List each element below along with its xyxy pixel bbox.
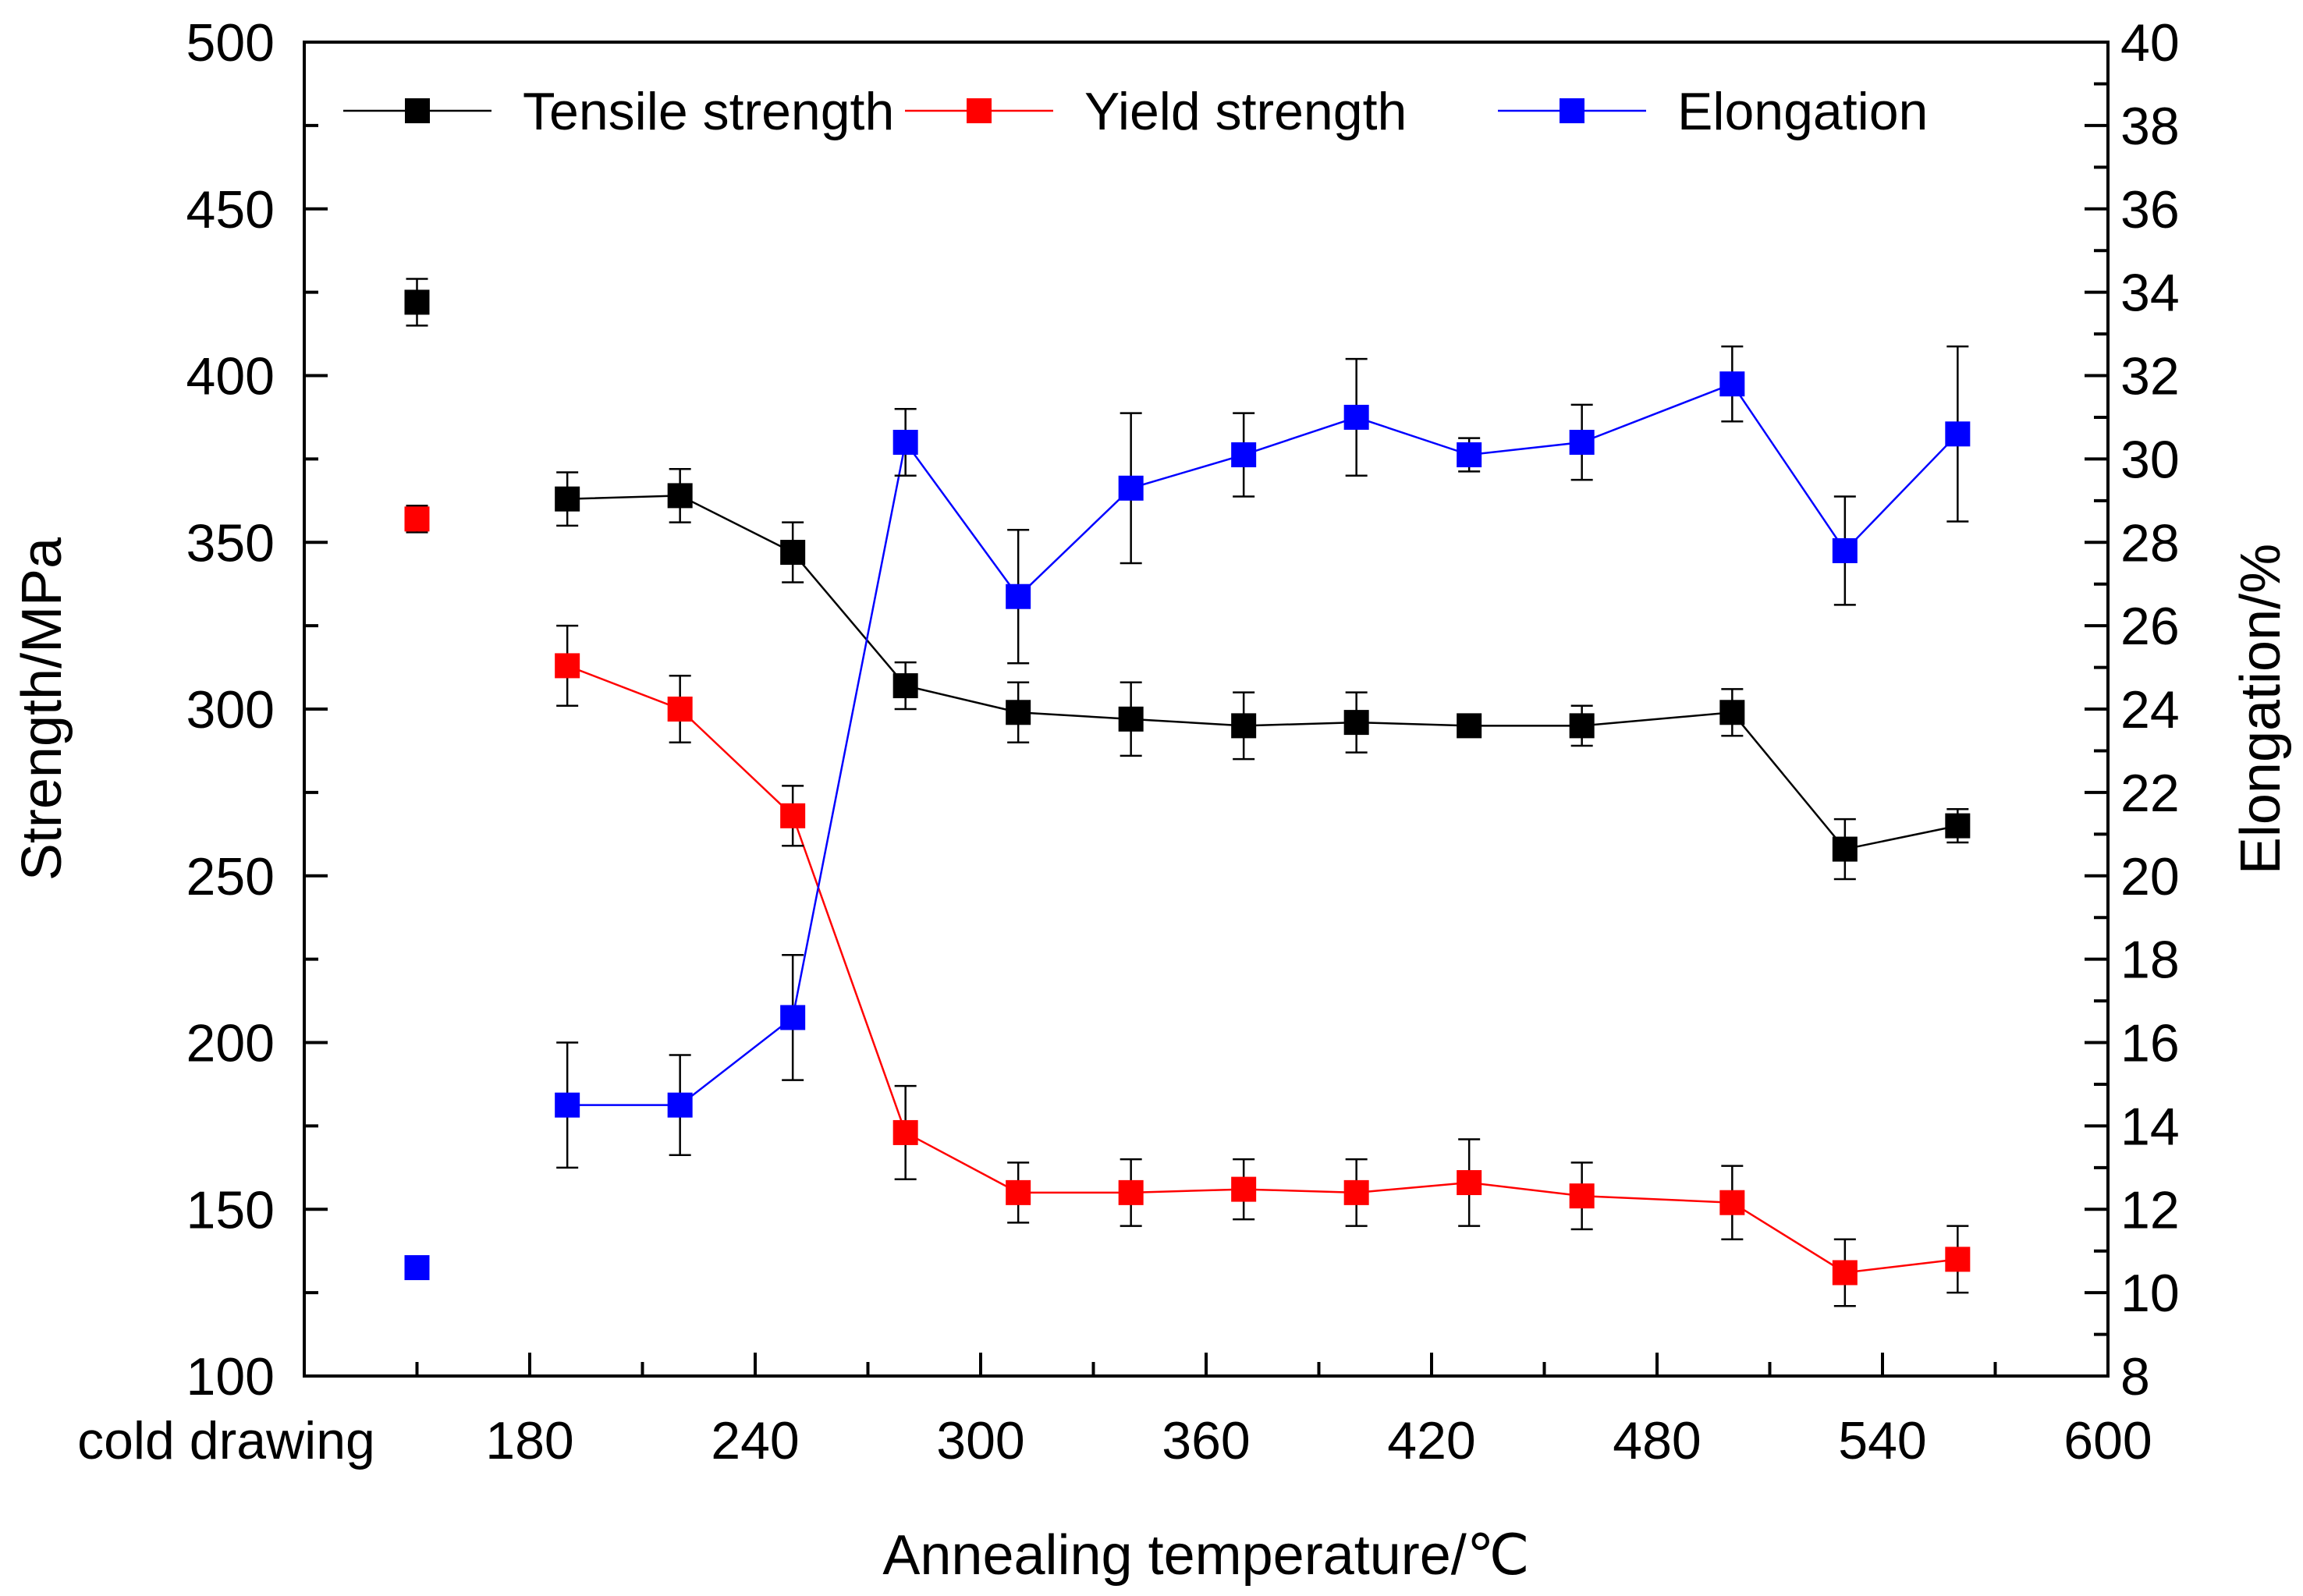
legend: Tensile strength Yield strength Elongation	[343, 82, 1928, 141]
data-point	[555, 486, 580, 512]
x-tick-label: 240	[711, 1411, 799, 1470]
data-point	[892, 1119, 918, 1145]
y2-tick-label: 20	[2120, 847, 2180, 906]
axes-layer: 180 240 300 360 420 480 540 600 100 150 200 250 300 3…	[186, 13, 2180, 1470]
y2-tick-label: 24	[2120, 680, 2180, 739]
data-point	[1118, 1179, 1144, 1205]
data-point	[555, 1092, 580, 1118]
data-point	[404, 506, 430, 532]
data-point	[1719, 700, 1745, 725]
y2-tick-label: 30	[2120, 430, 2180, 489]
data-point	[1457, 713, 1482, 739]
data-point	[1343, 710, 1369, 736]
data-point	[1231, 1176, 1257, 1202]
data-point	[667, 1092, 693, 1118]
data-point	[1832, 836, 1858, 862]
data-point	[1945, 813, 1971, 839]
legend-item-yield-strength: Yield strength	[905, 82, 1407, 141]
legend-item-elongation: Elongation	[1498, 82, 1928, 141]
y2-tick-label: 12	[2120, 1180, 2180, 1240]
y2-axis-title: Elongation/%	[2230, 544, 2292, 874]
data-point	[1945, 421, 1971, 447]
data-point	[780, 803, 806, 828]
y-tick-label: 400	[186, 347, 275, 406]
data-point	[780, 540, 806, 566]
data-point	[1832, 537, 1858, 563]
x-tick-label: 600	[2063, 1411, 2152, 1470]
data-point	[1343, 1179, 1369, 1205]
y-tick-label: 150	[186, 1180, 275, 1240]
data-point	[1457, 1170, 1482, 1196]
series-elongation	[404, 345, 1971, 1281]
data-point	[404, 289, 430, 315]
data-point	[1118, 475, 1144, 501]
data-point	[1457, 442, 1482, 468]
y2-tick-label: 38	[2120, 97, 2180, 156]
y-axis-title: Strength/MPa	[11, 537, 73, 881]
data-point	[892, 673, 918, 699]
data-point	[667, 697, 693, 722]
data-point	[1945, 1247, 1971, 1272]
data-point	[555, 653, 580, 679]
series-tensile-strength	[404, 278, 1971, 881]
x-tick-label: 480	[1613, 1411, 1701, 1470]
series-layer	[404, 278, 1971, 1307]
y-tick-label: 100	[186, 1347, 275, 1406]
data-point	[404, 1255, 430, 1281]
x-tick-label: 360	[1162, 1411, 1250, 1470]
y2-tick-label: 40	[2120, 13, 2180, 73]
data-point	[1231, 442, 1257, 468]
legend-item-tensile-strength: Tensile strength	[343, 82, 894, 141]
x-axis-title: Annealing temperature/℃	[882, 1524, 1529, 1587]
data-point	[1006, 583, 1031, 609]
data-point	[1231, 713, 1257, 739]
y2-tick-label: 18	[2120, 931, 2180, 990]
y2-tick-label: 36	[2120, 180, 2180, 239]
data-point	[667, 483, 693, 509]
data-point	[892, 430, 918, 455]
y2-tick-label: 16	[2120, 1014, 2180, 1073]
legend-marker	[967, 98, 992, 123]
data-point	[1569, 1183, 1595, 1209]
y-tick-label: 200	[186, 1014, 275, 1073]
y2-tick-label: 34	[2120, 264, 2180, 323]
y2-tick-label: 8	[2120, 1347, 2150, 1406]
legend-label: Yield strength	[1084, 82, 1407, 141]
legend-label: Tensile strength	[523, 82, 894, 141]
data-point	[1343, 404, 1369, 430]
y-tick-label: 350	[186, 513, 275, 573]
y-tick-label: 250	[186, 847, 275, 906]
data-point	[1569, 713, 1595, 739]
data-point	[1719, 1190, 1745, 1215]
x-tick-label: 300	[936, 1411, 1024, 1470]
data-point	[1719, 371, 1745, 397]
y2-tick-label: 14	[2120, 1097, 2180, 1156]
data-point	[1006, 700, 1031, 725]
x-tick-label: 180	[485, 1411, 573, 1470]
y2-tick-label: 32	[2120, 347, 2180, 406]
data-point	[1118, 706, 1144, 732]
y-tick-label: 300	[186, 680, 275, 739]
y2-tick-label: 26	[2120, 597, 2180, 656]
legend-marker	[1560, 98, 1584, 123]
y2-tick-label: 28	[2120, 513, 2180, 573]
data-point	[1006, 1179, 1031, 1205]
x-tick-label-cold-drawing: cold drawing	[77, 1411, 375, 1470]
legend-label: Elongation	[1677, 82, 1928, 141]
plot-area	[303, 41, 2110, 1378]
data-point	[1832, 1260, 1858, 1286]
legend-marker	[405, 98, 430, 123]
y2-tick-label: 10	[2120, 1264, 2180, 1323]
data-point	[1569, 430, 1595, 455]
y2-tick-label: 22	[2120, 764, 2180, 823]
data-point	[780, 1005, 806, 1030]
y-tick-label: 450	[186, 180, 275, 239]
x-tick-label: 420	[1387, 1411, 1475, 1470]
y-tick-label: 500	[186, 13, 275, 73]
series-yield-strength	[404, 504, 1971, 1307]
x-tick-label: 540	[1838, 1411, 1926, 1470]
